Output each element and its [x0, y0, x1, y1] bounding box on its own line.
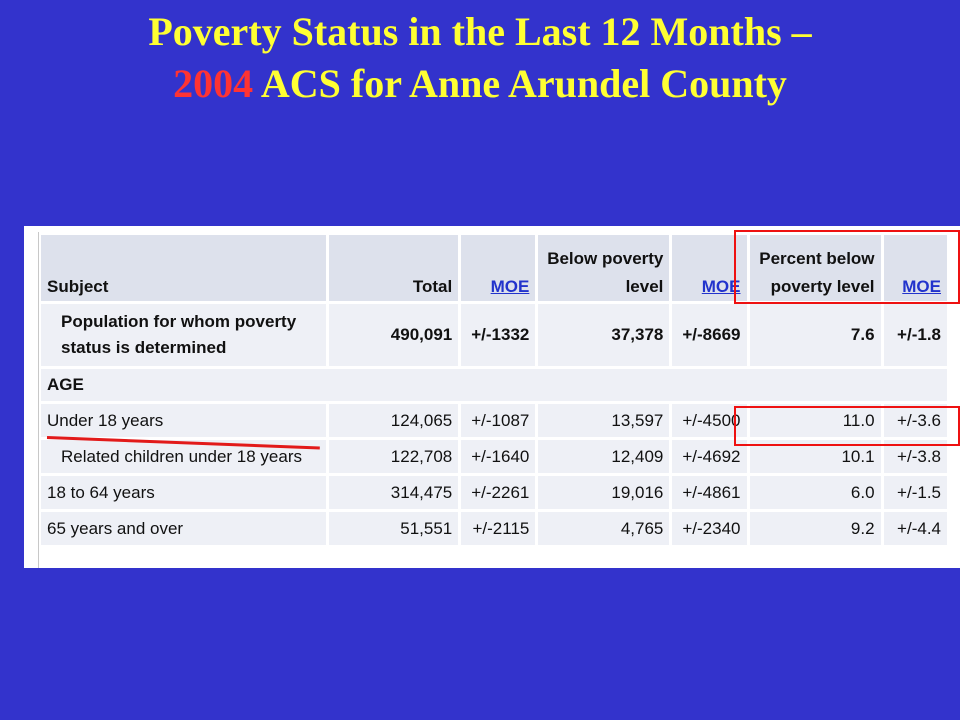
row-percent: 11.0 — [749, 404, 881, 437]
population-label-line1: Population for whom poverty — [61, 312, 297, 331]
table-section-row: AGE — [41, 369, 947, 401]
row-total-moe: +/-1640 — [461, 440, 536, 473]
header-below-poverty-line2: level — [625, 277, 664, 296]
row-percent: 6.0 — [749, 476, 881, 509]
row-below: 19,016 — [538, 476, 670, 509]
population-label: Population for whom poverty status is det… — [41, 304, 327, 366]
title-line-2: 2004 ACS for Anne Arundel County — [0, 58, 960, 110]
table-header-row: Subject Total MOE Below poverty level MOE… — [41, 235, 947, 301]
row-total: 124,065 — [329, 404, 459, 437]
table-row: 65 years and over 51,551 +/-2115 4,765 +… — [41, 512, 947, 545]
header-percent-moe[interactable]: MOE — [883, 235, 947, 301]
row-below-moe: +/-2340 — [672, 512, 747, 545]
row-total: 51,551 — [329, 512, 459, 545]
header-percent-below-line1: Percent below — [759, 249, 875, 268]
moe-link[interactable]: MOE — [490, 277, 530, 296]
moe-link[interactable]: MOE — [701, 277, 741, 296]
header-percent-below: Percent below poverty level — [749, 235, 881, 301]
header-percent-below-line2: poverty level — [770, 277, 875, 296]
row-percent-moe: +/-3.6 — [883, 404, 947, 437]
row-below: 12,409 — [538, 440, 670, 473]
highlight-box-percent-header — [734, 230, 960, 304]
table-row: Under 18 years 124,065 +/-1087 13,597 +/… — [41, 404, 947, 437]
row-below-moe: +/-4861 — [672, 476, 747, 509]
highlight-box-under-18-percent — [734, 406, 960, 446]
header-below-poverty: Below poverty level — [538, 235, 670, 301]
population-label-line2: status is determined — [61, 338, 227, 357]
row-total: 122,708 — [329, 440, 459, 473]
row-total: 314,475 — [329, 476, 459, 509]
table-row: 18 to 64 years 314,475 +/-2261 19,016 +/… — [41, 476, 947, 509]
poverty-table: Subject Total MOE Below poverty level MOE… — [38, 232, 950, 548]
title-line-1: Poverty Status in the Last 12 Months – — [148, 9, 812, 54]
row-below: 4,765 — [538, 512, 670, 545]
title-year: 2004 — [173, 61, 254, 106]
population-percent: 7.6 — [749, 304, 881, 366]
row-percent: 9.2 — [749, 512, 881, 545]
population-below: 37,378 — [538, 304, 670, 366]
header-below-poverty-line1: Below poverty — [547, 249, 664, 268]
title-line-2-rest: ACS for Anne Arundel County — [253, 61, 787, 106]
row-percent-moe: +/-4.4 — [883, 512, 947, 545]
population-total: 490,091 — [329, 304, 459, 366]
row-total-moe: +/-2261 — [461, 476, 536, 509]
row-label: Under 18 years — [41, 404, 327, 437]
row-percent-moe: +/-1.5 — [883, 476, 947, 509]
population-below-moe: +/-8669 — [672, 304, 747, 366]
moe-link[interactable]: MOE — [902, 277, 941, 296]
row-label: 65 years and over — [41, 512, 327, 545]
header-total: Total — [329, 235, 459, 301]
row-total-moe: +/-1087 — [461, 404, 536, 437]
table-row-population: Population for whom poverty status is det… — [41, 304, 947, 366]
row-total-moe: +/-2115 — [461, 512, 536, 545]
population-percent-moe: +/-1.8 — [883, 304, 947, 366]
header-subject: Subject — [41, 235, 327, 301]
section-label-age: AGE — [41, 369, 947, 401]
row-below: 13,597 — [538, 404, 670, 437]
row-label: 18 to 64 years — [41, 476, 327, 509]
header-total-moe[interactable]: MOE — [461, 235, 536, 301]
population-total-moe: +/-1332 — [461, 304, 536, 366]
slide-title: Poverty Status in the Last 12 Months – 2… — [0, 6, 960, 110]
